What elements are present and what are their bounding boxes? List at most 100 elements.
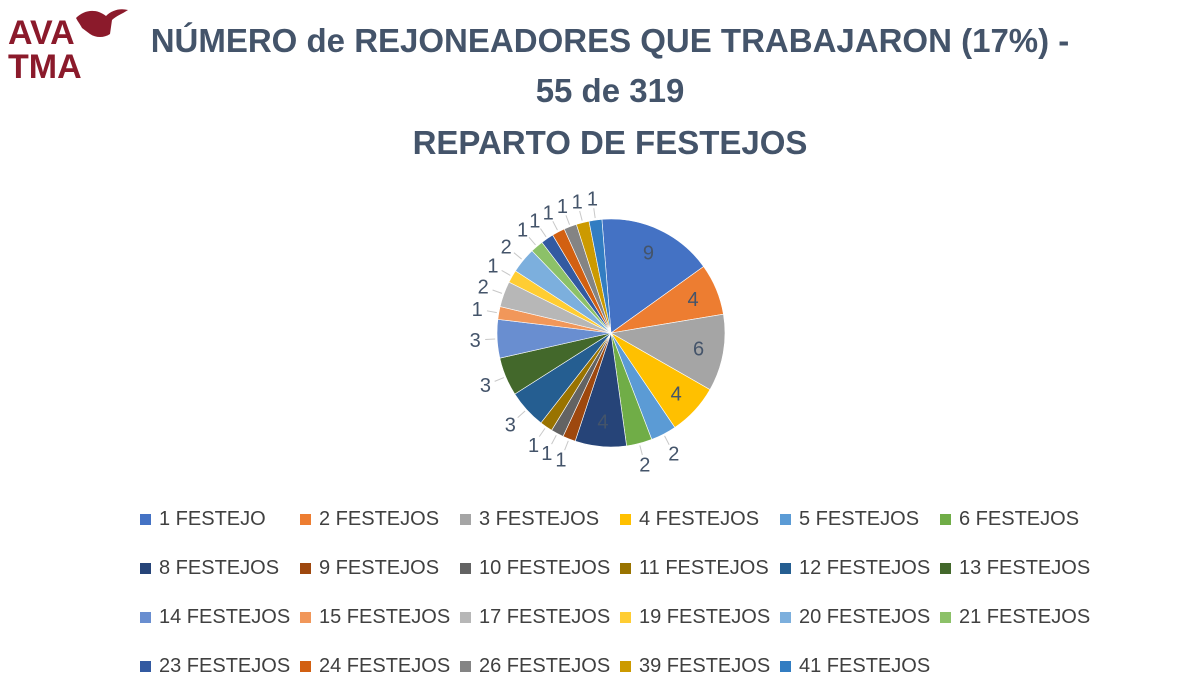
- legend-label: 4 FESTEJOS: [639, 508, 760, 530]
- chart-title: NÚMERO de REJONEADORES QUE TRABAJARON (1…: [120, 16, 1100, 168]
- pie-slice: [610, 313, 726, 391]
- data-label: 1: [587, 188, 598, 210]
- leader-line: [551, 435, 557, 445]
- legend-swatch: [300, 612, 311, 623]
- legend-item: 39 FESTEJOS: [620, 655, 780, 678]
- legend-swatch: [940, 612, 951, 623]
- data-label: 4: [671, 383, 682, 405]
- legend-item: 10 FESTEJOS: [460, 557, 620, 580]
- legend-label: 14 FESTEJOS: [159, 606, 291, 628]
- legend-label: 11 FESTEJOS: [639, 557, 769, 579]
- data-label: 2: [478, 277, 489, 299]
- legend-swatch: [620, 563, 631, 574]
- leader-line: [494, 377, 505, 382]
- legend-swatch: [460, 661, 471, 672]
- avatma-logo: AVA TMA: [8, 9, 128, 80]
- data-label: 1: [572, 191, 583, 213]
- legend-swatch: [140, 563, 151, 574]
- data-label: 1: [557, 196, 568, 218]
- pie-slice: [588, 219, 612, 334]
- legend-item: 3 FESTEJOS: [460, 508, 620, 531]
- data-label: 3: [505, 414, 516, 436]
- legend-label: 19 FESTEJOS: [639, 606, 771, 628]
- legend-swatch: [780, 514, 791, 525]
- leader-line: [664, 435, 670, 446]
- logo-line1: AVA: [8, 14, 75, 52]
- leader-line: [564, 440, 569, 451]
- legend-label: 21 FESTEJOS: [959, 606, 1091, 628]
- leader-line: [486, 310, 497, 314]
- legend-item: 4 FESTEJOS: [620, 508, 780, 531]
- legend-label: 9 FESTEJOS: [319, 557, 440, 579]
- data-label: 1: [555, 449, 566, 471]
- legend-swatch: [620, 612, 631, 623]
- legend-item: 17 FESTEJOS: [460, 606, 620, 629]
- legend-swatch: [460, 563, 471, 574]
- chart-title-line2: 55 de 319: [535, 72, 685, 109]
- legend-label: 8 FESTEJOS: [159, 557, 280, 579]
- legend-swatch: [940, 563, 951, 574]
- legend-item: 26 FESTEJOS: [460, 655, 620, 678]
- legend-item: 9 FESTEJOS: [300, 557, 460, 580]
- legend-item: 19 FESTEJOS: [620, 606, 780, 629]
- leader-line: [513, 252, 522, 260]
- leader-line: [579, 210, 583, 221]
- legend-swatch: [460, 514, 471, 525]
- legend-swatch: [620, 514, 631, 525]
- data-label: 9: [643, 242, 654, 264]
- data-label: 4: [597, 412, 608, 434]
- data-label: 3: [480, 375, 491, 397]
- legend-label: 1 FESTEJO: [159, 508, 266, 530]
- legend-label: 39 FESTEJOS: [639, 655, 771, 677]
- leader-line: [517, 410, 526, 419]
- legend-label: 15 FESTEJOS: [319, 606, 451, 628]
- legend-item: 21 FESTEJOS: [940, 606, 1100, 629]
- leader-line: [538, 428, 546, 437]
- pie-slice: [601, 218, 705, 334]
- legend-label: 12 FESTEJOS: [799, 557, 931, 579]
- legend-item: 8 FESTEJOS: [140, 557, 300, 580]
- legend-item: 15 FESTEJOS: [300, 606, 460, 629]
- legend-swatch: [940, 514, 951, 525]
- leader-line: [639, 445, 643, 456]
- leader-line: [485, 338, 496, 340]
- legend-item: 20 FESTEJOS: [780, 606, 940, 629]
- legend-swatch: [780, 612, 791, 623]
- legend-label: 10 FESTEJOS: [479, 557, 611, 579]
- legend-swatch: [300, 661, 311, 672]
- legend-label: 6 FESTEJOS: [959, 508, 1080, 530]
- legend-item: 1 FESTEJO: [140, 508, 300, 531]
- legend-item: 13 FESTEJOS: [940, 557, 1100, 580]
- data-label: 1: [517, 220, 528, 242]
- chart-title-line1: NÚMERO de REJONEADORES QUE TRABAJARON (1…: [150, 22, 1070, 59]
- data-label: 1: [528, 435, 539, 457]
- data-label: 1: [472, 299, 483, 321]
- leader-line: [593, 208, 596, 219]
- data-label: 2: [501, 236, 512, 258]
- legend-label: 24 FESTEJOS: [319, 655, 451, 677]
- legend-item: 5 FESTEJOS: [780, 508, 940, 531]
- legend-label: 26 FESTEJOS: [479, 655, 611, 677]
- data-label: 1: [541, 443, 552, 465]
- legend-swatch: [780, 563, 791, 574]
- logo-line2: TMA: [8, 48, 82, 80]
- data-label: 3: [470, 330, 481, 352]
- data-label: 2: [639, 455, 650, 477]
- legend-swatch: [300, 563, 311, 574]
- legend-item: 23 FESTEJOS: [140, 655, 300, 678]
- bull-horns-icon: [76, 9, 128, 37]
- legend-item: 2 FESTEJOS: [300, 508, 460, 531]
- legend-label: 3 FESTEJOS: [479, 508, 600, 530]
- leader-line: [552, 220, 558, 231]
- legend-item: 12 FESTEJOS: [780, 557, 940, 580]
- chart-subtitle: REPARTO DE FESTEJOS: [412, 124, 808, 161]
- legend-item: 41 FESTEJOS: [780, 655, 940, 678]
- legend-swatch: [460, 612, 471, 623]
- leader-line: [565, 215, 570, 225]
- legend-swatch: [620, 661, 631, 672]
- data-label: 2: [668, 444, 679, 466]
- legend-label: 13 FESTEJOS: [959, 557, 1091, 579]
- legend-swatch: [780, 661, 791, 672]
- legend-swatch: [140, 661, 151, 672]
